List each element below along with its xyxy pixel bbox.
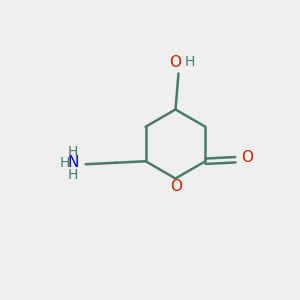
- Text: H: H: [185, 55, 195, 69]
- Text: N: N: [67, 155, 79, 170]
- Text: O: O: [169, 55, 181, 70]
- Text: H: H: [68, 168, 78, 182]
- Text: H: H: [68, 145, 78, 159]
- Text: O: O: [241, 150, 253, 165]
- Text: H: H: [59, 156, 70, 170]
- Text: O: O: [170, 179, 182, 194]
